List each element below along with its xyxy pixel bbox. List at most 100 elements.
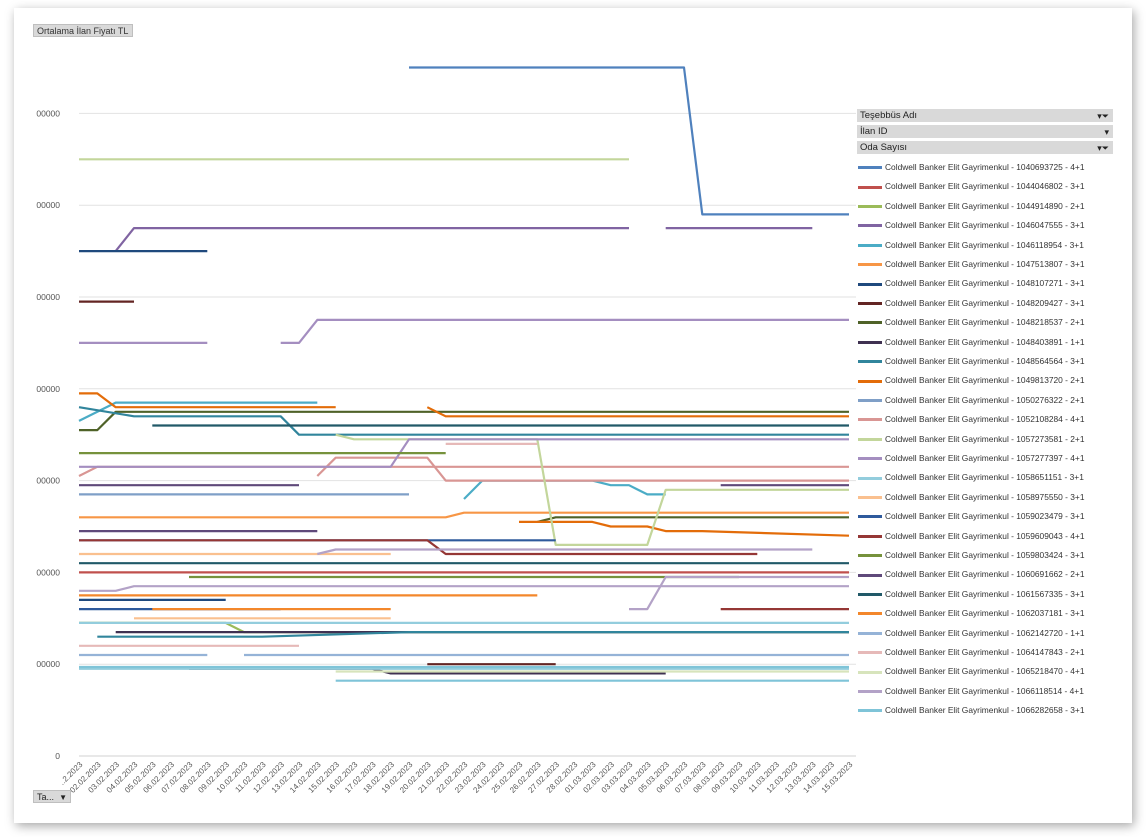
legend-item[interactable]: Coldwell Banker Elit Gayrimenkul - 10620… xyxy=(858,606,1120,620)
legend-swatch xyxy=(858,534,882,538)
axis-field-button[interactable]: Ta... ▼ xyxy=(33,790,71,803)
series-line-11[interactable] xyxy=(78,406,849,436)
series-line-28[interactable] xyxy=(317,548,813,556)
legend-item[interactable]: Coldwell Banker Elit Gayrimenkul - 10460… xyxy=(858,218,1120,232)
legend-item[interactable]: Coldwell Banker Elit Gayrimenkul - 10589… xyxy=(858,490,1120,504)
legend-item[interactable]: Coldwell Banker Elit Gayrimenkul - 10502… xyxy=(858,393,1120,407)
legend-item[interactable]: Coldwell Banker Elit Gayrimenkul - 10621… xyxy=(858,626,1120,640)
axis-field-label: Ta... xyxy=(37,792,55,802)
legend-label: Coldwell Banker Elit Gayrimenkul - 10475… xyxy=(885,259,1085,269)
legend-swatch xyxy=(858,321,882,325)
legend-item[interactable]: Coldwell Banker Elit Gayrimenkul - 10572… xyxy=(858,432,1120,446)
legend-item[interactable]: Coldwell Banker Elit Gayrimenkul - 10590… xyxy=(858,509,1120,523)
filter-header-ilan-id[interactable]: İlan ID ▾ xyxy=(857,125,1113,139)
series-line-28[interactable] xyxy=(629,575,849,611)
legend-swatch xyxy=(858,437,882,441)
series-line-15[interactable] xyxy=(335,433,849,547)
legend-swatch xyxy=(858,379,882,383)
legend-item[interactable]: Coldwell Banker Elit Gayrimenkul - 10572… xyxy=(858,451,1120,465)
series-line-11[interactable] xyxy=(97,630,849,638)
legend-swatch xyxy=(858,360,882,364)
legend-swatch xyxy=(858,263,882,267)
legend-swatch xyxy=(858,690,882,694)
legend-swatch xyxy=(858,515,882,519)
series-line-3[interactable] xyxy=(79,621,849,634)
legend-item[interactable]: Coldwell Banker Elit Gayrimenkul - 10641… xyxy=(858,645,1120,659)
legend-swatch xyxy=(858,340,882,344)
legend-label: Coldwell Banker Elit Gayrimenkul - 10641… xyxy=(885,647,1085,657)
legend-item[interactable]: Coldwell Banker Elit Gayrimenkul - 10481… xyxy=(858,276,1120,290)
legend-label: Coldwell Banker Elit Gayrimenkul - 10521… xyxy=(885,414,1085,425)
legend-swatch xyxy=(858,612,882,616)
filter-header-label: Teşebbüs Adı xyxy=(860,110,918,121)
y-tick-label: 00000 xyxy=(36,108,60,118)
legend-label: Coldwell Banker Elit Gayrimenkul - 10485… xyxy=(885,356,1085,366)
series-line-5[interactable] xyxy=(463,479,666,500)
legend-item[interactable]: Coldwell Banker Elit Gayrimenkul - 10661… xyxy=(858,684,1120,698)
legend-label: Coldwell Banker Elit Gayrimenkul - 10621… xyxy=(885,627,1085,638)
legend-item[interactable]: Coldwell Banker Elit Gayrimenkul - 10482… xyxy=(858,296,1120,310)
legend-item[interactable]: Coldwell Banker Elit Gayrimenkul - 10485… xyxy=(858,354,1120,368)
series-line-4[interactable] xyxy=(114,227,629,252)
legend-item[interactable]: Coldwell Banker Elit Gayrimenkul - 10586… xyxy=(858,470,1120,484)
filter-header-tesebbus[interactable]: Teşebbüs Adı ▾⏷ xyxy=(857,109,1113,123)
legend-label: Coldwell Banker Elit Gayrimenkul - 10449… xyxy=(885,200,1085,211)
legend-item[interactable]: Coldwell Banker Elit Gayrimenkul - 10596… xyxy=(858,529,1120,543)
series-line-12[interactable] xyxy=(79,392,336,409)
legend-item[interactable]: Coldwell Banker Elit Gayrimenkul - 10606… xyxy=(858,567,1120,581)
legend-item[interactable]: Coldwell Banker Elit Gayrimenkul - 10615… xyxy=(858,587,1120,601)
legend-label: Coldwell Banker Elit Gayrimenkul - 10589… xyxy=(885,491,1085,502)
legend-item[interactable]: Coldwell Banker Elit Gayrimenkul - 10449… xyxy=(858,199,1120,213)
series-line-14[interactable] xyxy=(316,456,849,482)
legend-swatch xyxy=(858,651,882,655)
series-line-12[interactable] xyxy=(519,520,850,537)
filter-header-oda-sayisi[interactable]: Oda Sayısı ▾⏷ xyxy=(857,141,1113,155)
legend-swatch xyxy=(858,496,882,500)
legend-swatch xyxy=(858,185,882,189)
series-line-16[interactable] xyxy=(280,318,849,344)
legend-label: Coldwell Banker Elit Gayrimenkul - 10662… xyxy=(885,705,1085,716)
legend-swatch xyxy=(858,457,882,461)
legend-swatch xyxy=(858,631,882,635)
legend-item[interactable]: Coldwell Banker Elit Gayrimenkul - 10598… xyxy=(858,548,1120,562)
y-tick-label: 0 xyxy=(55,751,60,761)
legend-item[interactable]: Coldwell Banker Elit Gayrimenkul - 10406… xyxy=(858,160,1120,174)
legend-item[interactable]: Coldwell Banker Elit Gayrimenkul - 10662… xyxy=(858,703,1120,717)
legend-label: Coldwell Banker Elit Gayrimenkul - 10572… xyxy=(885,433,1085,444)
series-line-1[interactable] xyxy=(409,66,849,216)
value-field-button[interactable]: Ortalama İlan Fiyatı TL xyxy=(33,24,133,37)
legend-item[interactable]: Coldwell Banker Elit Gayrimenkul - 10652… xyxy=(858,664,1120,678)
legend-item[interactable]: Coldwell Banker Elit Gayrimenkul - 10461… xyxy=(858,238,1120,252)
series-line-5[interactable] xyxy=(78,401,318,422)
legend-label: Coldwell Banker Elit Gayrimenkul - 10620… xyxy=(885,608,1085,619)
filter-icon[interactable]: ▾⏷ xyxy=(1097,111,1109,121)
series-line-20[interactable] xyxy=(79,539,758,556)
y-tick-label: 00000 xyxy=(36,476,60,486)
legend-item[interactable]: Coldwell Banker Elit Gayrimenkul - 10484… xyxy=(858,335,1120,349)
legend-swatch xyxy=(858,243,882,247)
series-line-14[interactable] xyxy=(78,465,849,477)
legend-item[interactable]: Coldwell Banker Elit Gayrimenkul - 10498… xyxy=(858,373,1120,387)
dropdown-arrow-icon[interactable]: ▾ xyxy=(1104,127,1109,137)
series-line-16[interactable] xyxy=(79,438,849,468)
filter-icon[interactable]: ▾⏷ xyxy=(1097,143,1109,153)
legend-item[interactable]: Coldwell Banker Elit Gayrimenkul - 10440… xyxy=(858,179,1120,193)
legend-item[interactable]: Coldwell Banker Elit Gayrimenkul - 10475… xyxy=(858,257,1120,271)
series-line-6[interactable] xyxy=(79,511,849,519)
series-line-28[interactable] xyxy=(79,585,849,592)
legend-swatch xyxy=(858,593,882,597)
legend-item[interactable]: Coldwell Banker Elit Gayrimenkul - 10521… xyxy=(858,412,1120,426)
y-tick-label: 00000 xyxy=(36,200,60,210)
series-line-9[interactable] xyxy=(79,410,849,432)
legend-label: Coldwell Banker Elit Gayrimenkul - 10461… xyxy=(885,239,1084,250)
legend-label: Coldwell Banker Elit Gayrimenkul - 10596… xyxy=(885,530,1085,541)
legend-swatch xyxy=(858,573,882,577)
legend-swatch xyxy=(858,709,882,713)
dropdown-arrow-icon[interactable]: ▼ xyxy=(59,793,67,802)
series-line-9[interactable] xyxy=(537,516,849,523)
legend-label: Coldwell Banker Elit Gayrimenkul - 10406… xyxy=(885,162,1085,172)
legend-swatch xyxy=(858,399,882,403)
series-line-12[interactable] xyxy=(426,406,849,418)
legend-item[interactable]: Coldwell Banker Elit Gayrimenkul - 10482… xyxy=(858,315,1120,329)
